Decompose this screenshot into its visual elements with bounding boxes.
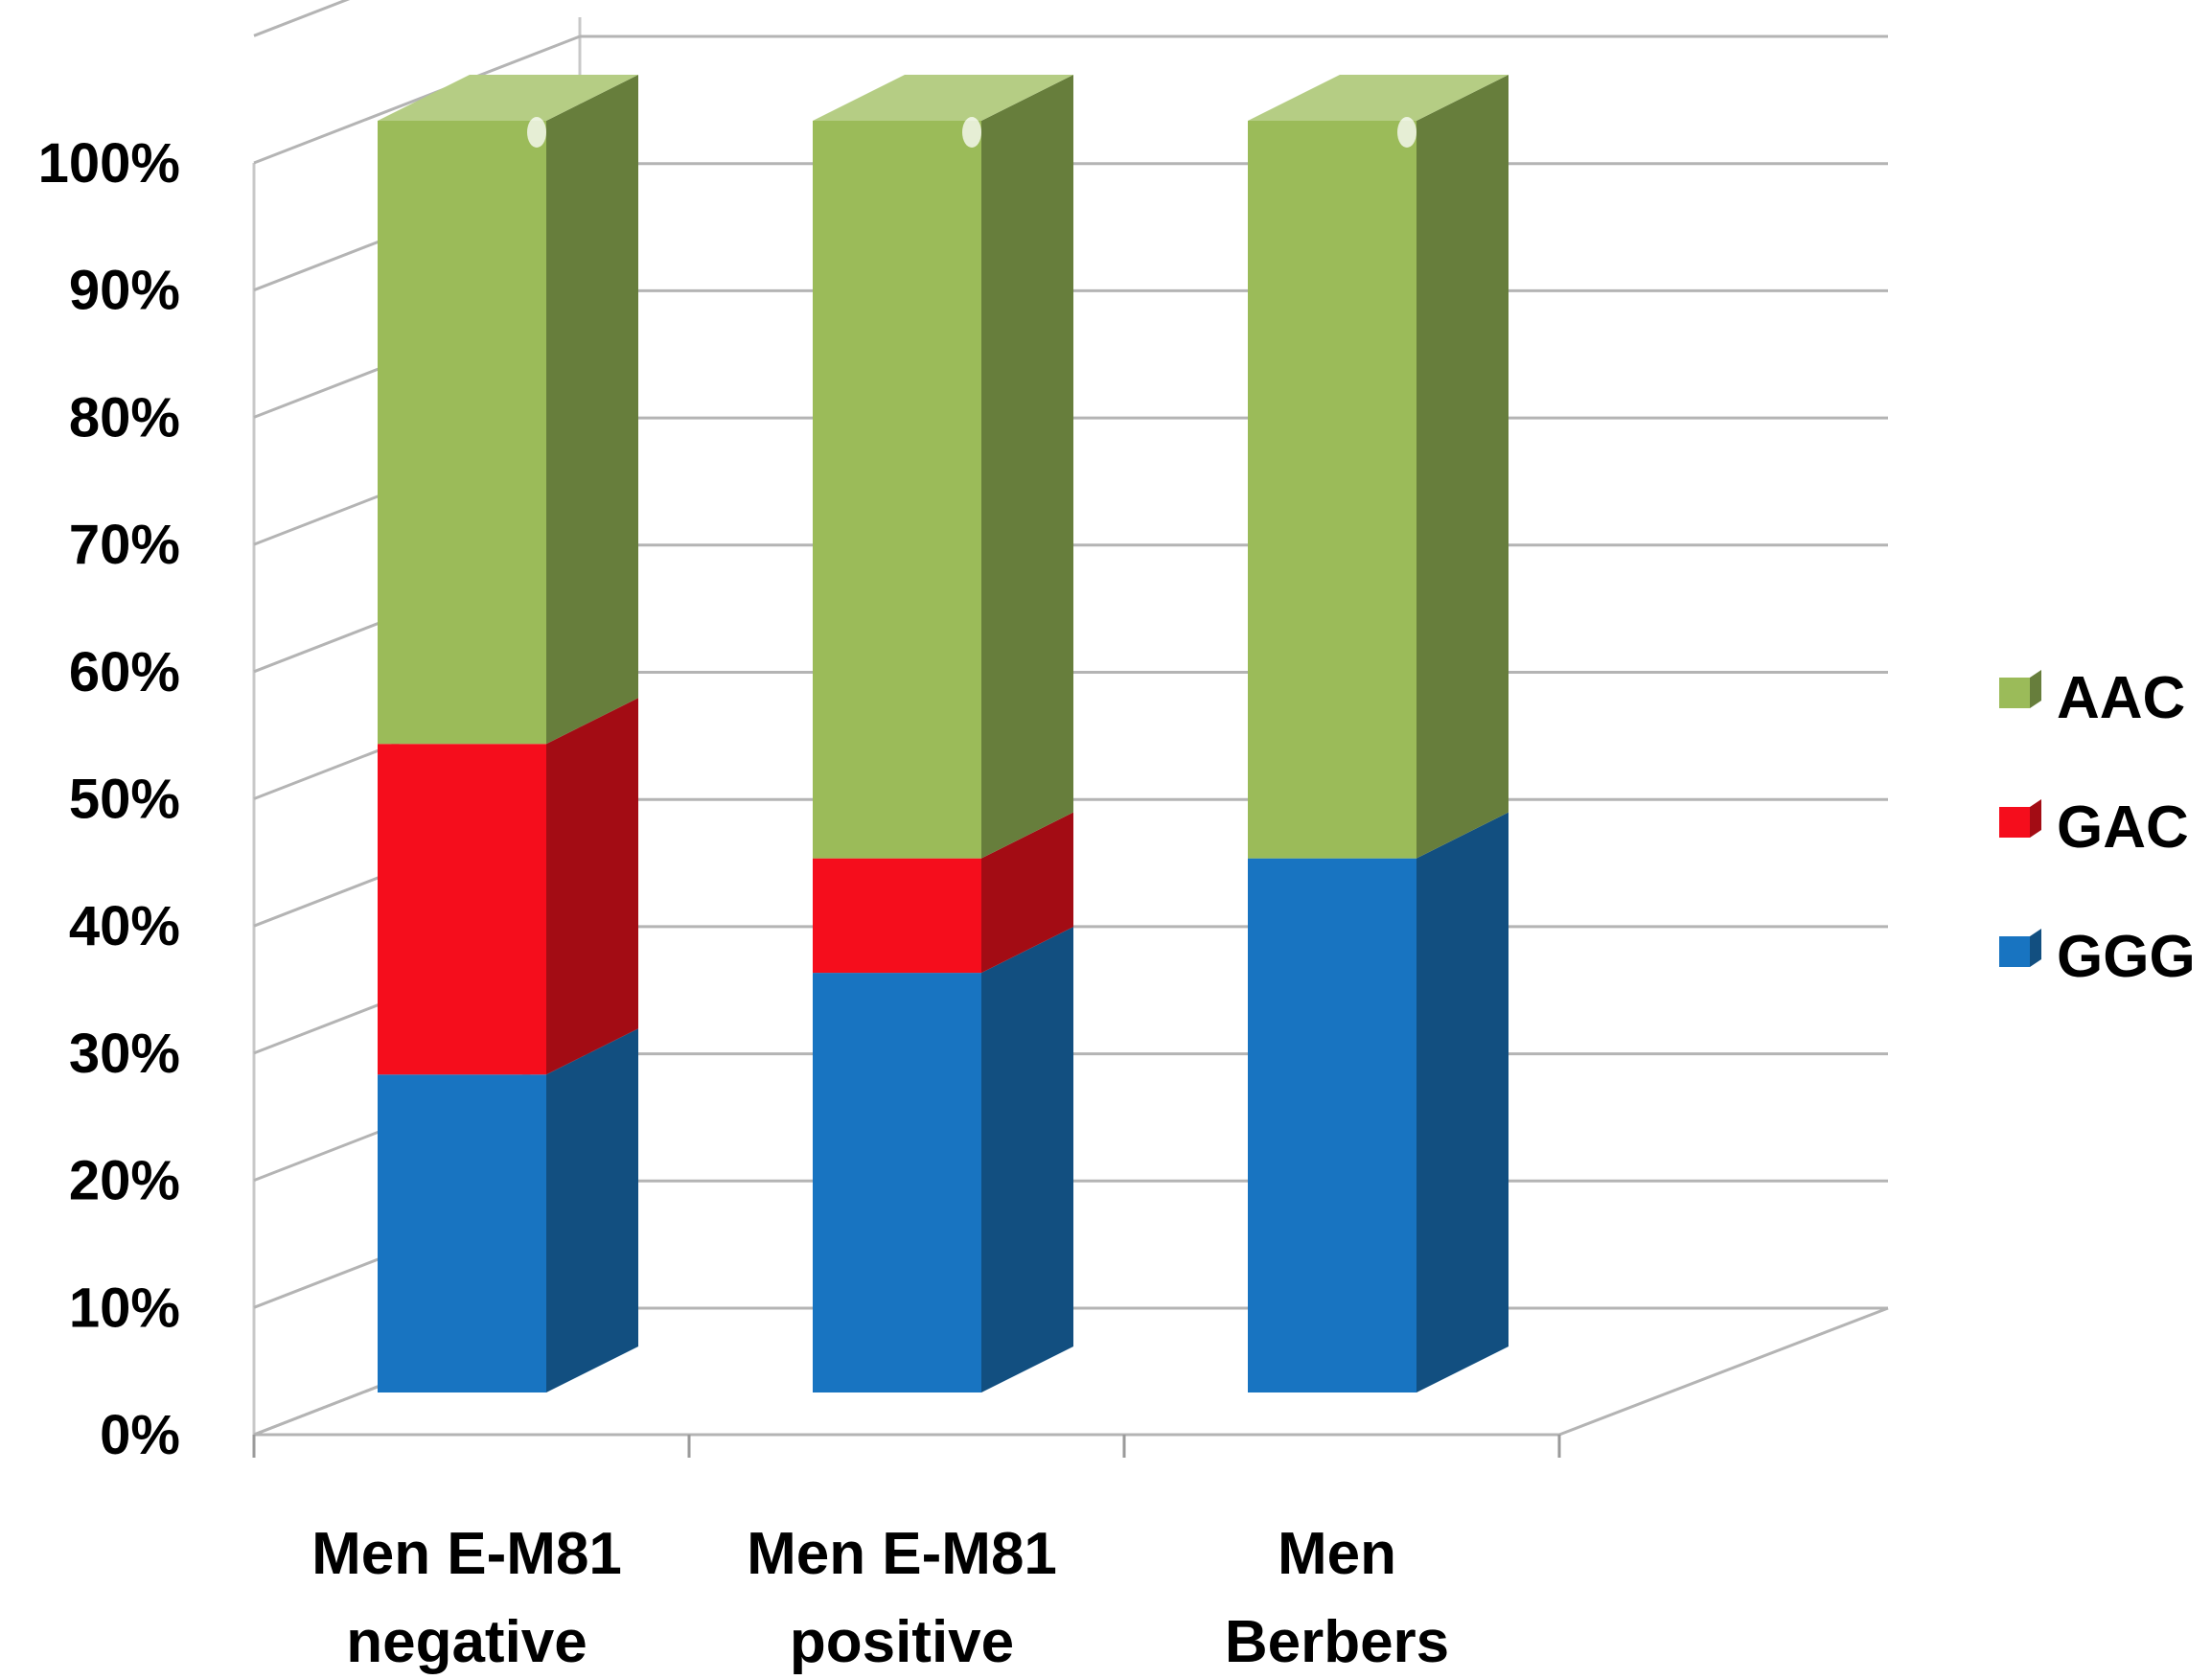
bar-highlight-1 xyxy=(962,117,981,148)
bar-front-aac-men-e-m81-negative xyxy=(378,121,546,745)
bar-side-aac-men-e-m81-negative xyxy=(546,75,638,745)
bar-front-gac-men-e-m81-negative xyxy=(378,744,546,1075)
bar-highlight-2 xyxy=(1397,117,1416,148)
bar-top-cap-1 xyxy=(813,75,1073,121)
x-tick-label-2-line1: Berbers xyxy=(1225,1609,1449,1675)
legend-swatch-gac xyxy=(1999,807,2030,838)
y-tick-label-80: 80% xyxy=(69,386,180,449)
x-tick-label-0-line0: Men E-M81 xyxy=(311,1521,622,1587)
legend-swatch-aac xyxy=(1999,678,2030,708)
gridline-side xyxy=(253,35,581,165)
legend-swatch-ggg xyxy=(1999,936,2030,967)
y-tick-label-30: 30% xyxy=(69,1023,180,1085)
bar-side-ggg-men-e-m81-negative xyxy=(546,1028,638,1392)
bar-side-aac-men-berbers xyxy=(1416,75,1509,859)
floor-right-edge xyxy=(1558,1306,1889,1437)
y-tick-label-50: 50% xyxy=(69,769,180,831)
legend: AAC GAC GGG xyxy=(1999,665,2196,990)
x-tick-label-0-line1: negative xyxy=(346,1609,587,1675)
y-tick-label-70: 70% xyxy=(69,514,180,576)
y-tick-label-60: 60% xyxy=(69,641,180,703)
x-tick-label-1-line1: positive xyxy=(790,1609,1014,1675)
y-tick-label-0: 0% xyxy=(100,1404,180,1466)
bar-top-cap-2 xyxy=(1248,75,1509,121)
x-tick-label-1-line0: Men E-M81 xyxy=(747,1521,1057,1587)
y-tick-label-90: 90% xyxy=(69,260,180,322)
y-tick-label-100: 100% xyxy=(38,132,180,195)
x-axis-tick-labels: Men E-M81 negative Men E-M81 positive Men Ber… xyxy=(311,1521,1449,1675)
y-tick-label-10: 10% xyxy=(69,1277,180,1339)
bar-side-ggg-men-berbers xyxy=(1416,812,1509,1392)
bar-side-aac-men-e-m81-positive xyxy=(981,75,1073,859)
bar-front-ggg-men-e-m81-negative xyxy=(378,1074,546,1392)
bar-front-gac-men-e-m81-positive xyxy=(813,858,981,974)
bar-top-cap-0 xyxy=(378,75,638,121)
y-tick-label-40: 40% xyxy=(69,895,180,957)
bar-side-gac-men-e-m81-negative xyxy=(546,698,638,1075)
bar-front-aac-men-berbers xyxy=(1248,121,1416,859)
bar-side-gac-men-e-m81-positive xyxy=(981,812,1073,974)
x-tick-label-2-line0: Men xyxy=(1278,1521,1396,1587)
legend-swatch-side-aac xyxy=(2030,670,2041,708)
legend-label-ggg: GGG xyxy=(2057,924,2196,990)
bar-highlight-0 xyxy=(527,117,546,148)
bar-front-ggg-men-berbers xyxy=(1248,858,1416,1392)
legend-label-aac: AAC xyxy=(2057,665,2185,731)
bar-front-aac-men-e-m81-positive xyxy=(813,121,981,859)
bar-front-ggg-men-e-m81-positive xyxy=(813,973,981,1392)
legend-label-gac: GAC xyxy=(2057,794,2189,861)
bar-side-ggg-men-e-m81-positive xyxy=(981,927,1073,1392)
gridline-side xyxy=(253,0,351,37)
y-axis-tick-labels: 0% 10% 20% 30% 40% 50% 60% 70% 80% 90% 100% xyxy=(38,132,180,1466)
legend-swatch-side-gac xyxy=(2030,799,2041,838)
legend-swatch-side-ggg xyxy=(2030,929,2041,967)
y-tick-label-20: 20% xyxy=(69,1150,180,1212)
bars xyxy=(378,75,1509,1392)
